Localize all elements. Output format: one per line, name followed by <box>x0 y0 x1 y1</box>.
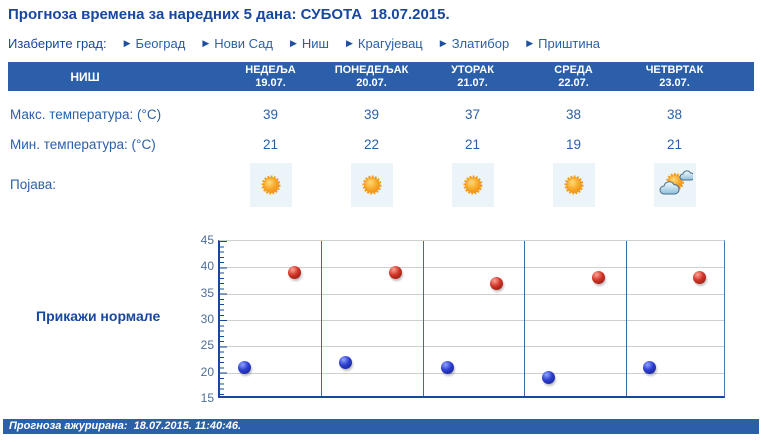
arrow-right-icon: ▶ <box>202 38 210 48</box>
city-link-zlatibor[interactable]: ▶ Златибор <box>440 36 509 51</box>
city-link-beograd[interactable]: ▶ Београд <box>124 36 186 51</box>
day-date: 21.07. <box>457 76 488 89</box>
min-temp-point <box>440 360 454 374</box>
arrow-right-icon: ▶ <box>123 38 131 48</box>
city-link-label: Београд <box>135 36 186 51</box>
day-divider <box>625 241 627 396</box>
max-temperature-row: Макс. температура: (°C) 39 39 37 38 38 <box>8 107 725 122</box>
max-temp-value: 39 <box>262 107 279 122</box>
min-temp-value: 21 <box>666 137 683 152</box>
arrow-right-icon: ▶ <box>346 38 353 48</box>
max-temp-label: Макс. температура: (°C) <box>10 107 162 122</box>
day-date: 23.07. <box>659 76 690 89</box>
min-temp-value: 21 <box>464 137 481 152</box>
show-normals-link[interactable]: Прикажи нормале <box>36 308 161 324</box>
weather-icon-sunny <box>451 163 494 207</box>
max-temp-value: 39 <box>363 107 380 122</box>
chart-y-axis-labels: 15 20 25 30 35 40 45 <box>190 233 214 405</box>
city-link-label: Нови Сад <box>214 36 273 51</box>
gridline <box>220 267 724 269</box>
weather-icon-partly-cloudy <box>653 163 696 207</box>
day-header: СРЕДА 22.07. <box>523 64 624 90</box>
min-temp-value: 22 <box>363 137 380 152</box>
day-header: НЕДЕЉА 19.07. <box>220 64 321 90</box>
city-link-label: Крагујевац <box>357 36 423 51</box>
y-axis-label: 25 <box>200 338 214 353</box>
day-divider <box>524 241 526 396</box>
max-temp-point <box>693 271 707 285</box>
max-temp-point <box>388 266 402 280</box>
day-date: 20.07. <box>356 76 387 89</box>
min-temp-label: Мин. температура: (°C) <box>10 137 156 152</box>
day-name: СРЕДА <box>554 63 593 76</box>
page-title: Прогноза времена за наредних 5 дана: СУБ… <box>8 6 450 23</box>
forecast-updated-bar: Прогноза ажурирана: 18.07.2015. 11:40:46… <box>3 419 759 434</box>
city-link-kragujevac[interactable]: ▶ Крагујевац <box>346 36 423 51</box>
day-header: ПОНЕДЕЉАК 20.07. <box>321 64 422 90</box>
weather-icon-sunny <box>350 163 393 207</box>
y-axis-major-ticks <box>220 241 227 396</box>
gridline <box>220 293 724 295</box>
arrow-right-icon: ▶ <box>439 38 447 48</box>
min-temp-point <box>339 355 353 369</box>
max-temp-point <box>287 266 301 280</box>
phenomenon-label: Појава: <box>10 177 56 192</box>
min-temp-point <box>643 360 657 374</box>
city-link-label: Приштина <box>538 36 601 51</box>
max-temp-point <box>490 276 504 290</box>
arrow-right-icon: ▶ <box>526 38 534 48</box>
max-temp-value: 38 <box>565 107 582 122</box>
weather-icon-sunny <box>249 163 292 207</box>
y-axis-label: 30 <box>200 312 214 326</box>
day-name: ПОНЕДЕЉАК <box>334 63 409 76</box>
day-divider <box>422 241 424 396</box>
max-temp-value: 37 <box>464 107 481 122</box>
weather-icon-sunny <box>552 163 595 207</box>
gridline <box>220 372 724 374</box>
day-header: ЧЕТВРТАК 23.07. <box>624 64 725 90</box>
min-temp-point <box>542 371 556 385</box>
forecast-table-header: НИШ НЕДЕЉА 19.07. ПОНЕДЕЉАК 20.07. УТОРАК 2… <box>8 62 754 91</box>
y-axis-label: 40 <box>200 259 214 274</box>
day-name: НЕДЕЉА <box>245 63 296 76</box>
phenomenon-row: Појава: <box>8 163 725 207</box>
day-header: УТОРАК 21.07. <box>422 64 523 90</box>
y-axis-label: 15 <box>200 391 214 405</box>
city-link-nis[interactable]: ▶ Ниш <box>290 36 329 51</box>
selected-city-name: НИШ <box>70 69 100 84</box>
min-temp-point <box>237 360 251 374</box>
arrow-right-icon: ▶ <box>289 38 297 48</box>
max-temp-point <box>591 271 605 285</box>
city-link-novi-sad[interactable]: ▶ Нови Сад <box>202 36 273 51</box>
day-name: ЧЕТВРТАК <box>645 63 704 76</box>
city-selector: Изаберите град: ▶ Београд ▶ Нови Сад ▶ Ниш … <box>8 36 600 51</box>
gridline <box>220 346 724 348</box>
max-temp-value: 38 <box>666 107 683 122</box>
gridline <box>220 320 724 321</box>
city-selector-label: Изаберите град: <box>8 36 107 51</box>
city-link-pristina[interactable]: ▶ Приштина <box>526 36 600 51</box>
city-link-label: Ниш <box>301 36 329 51</box>
day-date: 19.07. <box>255 76 286 89</box>
day-name: УТОРАК <box>451 63 494 76</box>
temperature-chart <box>218 240 725 398</box>
y-axis-label: 35 <box>200 285 214 300</box>
y-axis-label: 45 <box>200 233 214 247</box>
min-temp-value: 19 <box>565 137 582 152</box>
day-date: 22.07. <box>558 76 589 89</box>
day-divider <box>321 241 323 396</box>
min-temp-value: 21 <box>262 137 279 152</box>
y-axis-label: 20 <box>200 364 214 379</box>
min-temperature-row: Мин. температура: (°C) 21 22 21 19 21 <box>8 137 725 152</box>
city-link-label: Златибор <box>451 36 510 51</box>
